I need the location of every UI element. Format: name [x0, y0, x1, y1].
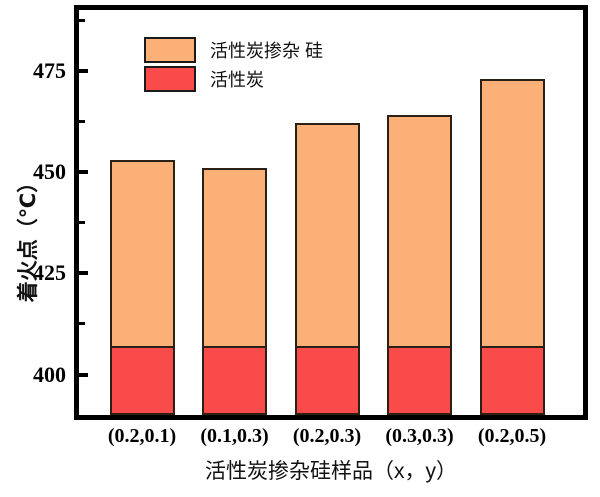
y-minor-tick: [79, 322, 85, 326]
y-major-tick: [79, 271, 88, 276]
x-category-label: (0.2,0.3): [292, 425, 362, 447]
legend-label-carbon: 活性炭: [210, 70, 264, 90]
bar-segment-carbon: [481, 346, 543, 413]
bar-segment-carbon: [389, 346, 450, 413]
stacked-bar-(0.2,0.3): [294, 123, 360, 415]
y-minor-tick: [79, 221, 85, 225]
bar-segment-carbon: [296, 346, 358, 413]
y-minor-tick: [79, 18, 85, 22]
x-axis-title: 活性炭掺杂硅样品（x，y）: [205, 460, 457, 483]
bar-segment-carbon: [111, 346, 173, 413]
stacked-bar-(0.1,0.3): [202, 167, 267, 415]
stacked-bar-(0.3,0.3): [387, 115, 452, 415]
stacked-bar-(0.2,0.1): [109, 159, 175, 415]
y-tick-label: 400: [33, 361, 66, 387]
x-category-label: (0.2,0.1): [107, 425, 177, 447]
legend-swatch-carbon-icon: [144, 66, 196, 92]
y-major-tick: [79, 170, 88, 174]
legend-swatch-doped-icon: [144, 37, 196, 63]
x-category-label: (0.3,0.3): [385, 425, 454, 447]
stacked-bar-(0.2,0.5): [479, 78, 545, 415]
legend-item-carbon: 活性炭: [144, 66, 323, 92]
legend-item-doped: 活性炭掺杂 硅: [144, 37, 323, 63]
x-category-label: (0.2,0.5): [477, 425, 547, 447]
y-minor-tick: [79, 119, 85, 123]
y-tick-label: 450: [33, 159, 66, 184]
legend-label-doped: 活性炭掺杂 硅: [210, 41, 324, 61]
plot-area: 活性炭掺杂 硅 活性炭: [74, 5, 588, 420]
y-tick-label: 475: [33, 57, 66, 83]
bar-segment-carbon: [204, 346, 265, 413]
y-major-tick: [79, 68, 88, 73]
legend: 活性炭掺杂 硅 活性炭: [144, 37, 323, 95]
y-tick-label: 425: [33, 260, 66, 286]
x-category-label: (0.1,0.3): [200, 425, 269, 447]
y-major-tick: [79, 372, 88, 377]
